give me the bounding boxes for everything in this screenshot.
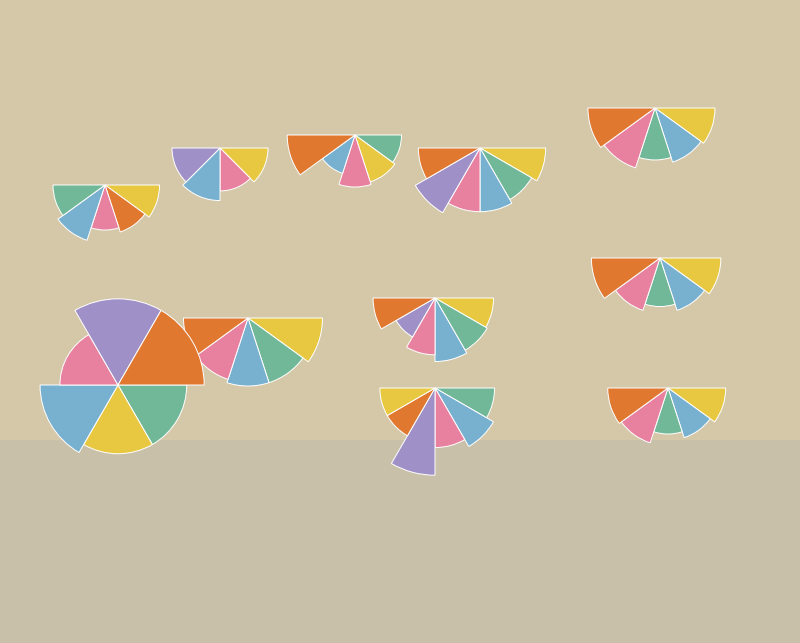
Wedge shape: [183, 318, 248, 356]
Wedge shape: [435, 388, 494, 446]
Wedge shape: [40, 385, 118, 453]
Wedge shape: [105, 185, 159, 217]
Wedge shape: [660, 258, 705, 311]
Wedge shape: [639, 108, 671, 160]
Wedge shape: [480, 148, 512, 212]
Wedge shape: [196, 318, 248, 379]
Wedge shape: [608, 388, 668, 423]
Wedge shape: [220, 148, 268, 182]
Wedge shape: [480, 148, 546, 181]
Wedge shape: [418, 148, 480, 179]
Wedge shape: [655, 108, 701, 162]
Wedge shape: [220, 148, 250, 191]
Wedge shape: [248, 318, 303, 383]
Wedge shape: [396, 298, 435, 337]
Wedge shape: [53, 185, 105, 215]
Wedge shape: [84, 385, 152, 454]
Wedge shape: [480, 148, 531, 199]
Wedge shape: [588, 108, 655, 147]
Wedge shape: [655, 108, 715, 143]
Wedge shape: [660, 258, 721, 294]
Wedge shape: [435, 298, 487, 350]
Wedge shape: [183, 148, 220, 201]
Wedge shape: [60, 335, 118, 385]
Wedge shape: [604, 108, 655, 168]
Wedge shape: [406, 298, 435, 355]
Wedge shape: [435, 298, 494, 327]
Wedge shape: [355, 135, 402, 162]
Wedge shape: [355, 135, 395, 182]
Wedge shape: [622, 388, 668, 443]
Wedge shape: [668, 388, 710, 438]
Wedge shape: [415, 148, 480, 213]
Wedge shape: [118, 385, 186, 444]
Wedge shape: [615, 258, 660, 311]
Wedge shape: [373, 298, 435, 329]
Wedge shape: [322, 135, 355, 174]
Wedge shape: [435, 388, 465, 448]
Wedge shape: [591, 258, 660, 298]
Wedge shape: [118, 311, 204, 385]
Wedge shape: [391, 388, 435, 475]
Wedge shape: [172, 148, 220, 182]
Wedge shape: [654, 388, 682, 434]
Wedge shape: [227, 318, 269, 386]
Wedge shape: [91, 185, 119, 230]
Wedge shape: [339, 135, 371, 187]
Wedge shape: [75, 299, 161, 385]
Wedge shape: [287, 135, 355, 175]
Wedge shape: [105, 185, 145, 232]
Wedge shape: [668, 388, 726, 422]
Wedge shape: [448, 148, 480, 212]
Wedge shape: [58, 185, 105, 240]
Wedge shape: [380, 388, 435, 415]
Wedge shape: [435, 388, 494, 418]
Wedge shape: [435, 298, 466, 361]
Wedge shape: [645, 258, 675, 307]
Wedge shape: [387, 388, 435, 436]
Wedge shape: [248, 318, 322, 362]
FancyBboxPatch shape: [0, 440, 800, 643]
